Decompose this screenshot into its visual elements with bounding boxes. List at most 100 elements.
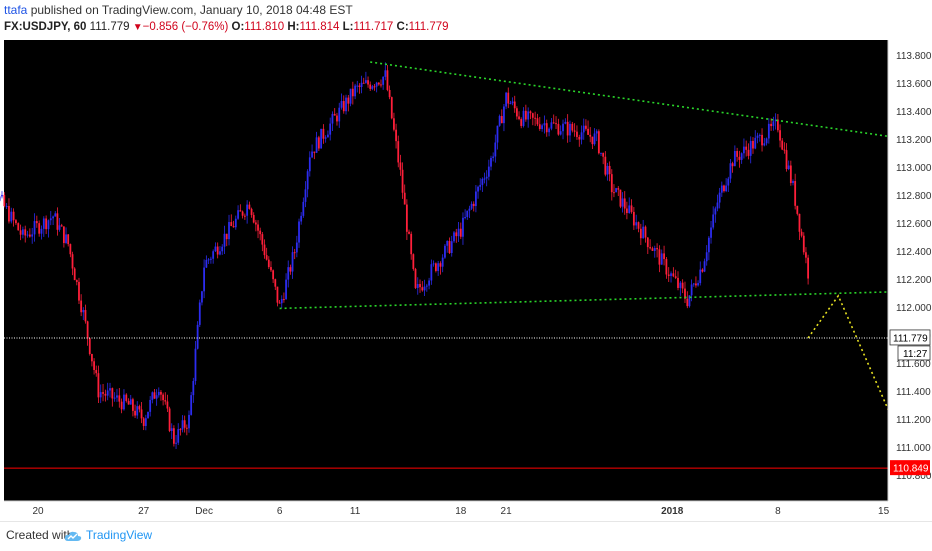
- support-price-label: 110.849: [893, 464, 929, 475]
- open-label: O:: [231, 21, 245, 33]
- candle: [203, 259, 205, 299]
- candle: [276, 286, 279, 307]
- candle: [423, 279, 426, 296]
- candle: [351, 81, 354, 105]
- projection[interactable]: [807, 294, 915, 469]
- y-tick-label: 113.400: [896, 107, 932, 118]
- candle: [52, 215, 54, 226]
- candle: [291, 246, 294, 279]
- candle: [239, 204, 242, 212]
- candle: [642, 219, 645, 239]
- plot-area[interactable]: [4, 40, 888, 501]
- candle: [196, 321, 199, 350]
- candle: [243, 213, 246, 220]
- x-tick-label: 20: [32, 506, 44, 517]
- candle: [720, 181, 723, 197]
- candle: [401, 162, 404, 199]
- candle: [225, 233, 228, 247]
- candle: [315, 131, 318, 153]
- candle: [338, 102, 341, 128]
- candle: [644, 225, 647, 243]
- candle: [155, 389, 158, 406]
- candle: [254, 219, 257, 232]
- candle: [505, 91, 507, 110]
- candle: [667, 267, 670, 282]
- candle: [745, 140, 748, 157]
- countdown-label: 11:27: [903, 349, 928, 360]
- price-change: −0.856 (−0.76%): [142, 21, 229, 33]
- candle: [270, 261, 272, 272]
- lower-trendline[interactable]: [279, 289, 932, 310]
- candle: [324, 135, 327, 143]
- candle: [285, 273, 287, 300]
- upper-trendline[interactable]: [370, 61, 932, 153]
- candle: [183, 415, 186, 433]
- candle: [73, 267, 76, 281]
- candle: [84, 304, 87, 324]
- candle: [635, 214, 638, 230]
- tradingview-brand-link[interactable]: TradingView: [86, 528, 153, 542]
- x-tick-label: 6: [277, 506, 283, 517]
- candle: [617, 186, 620, 197]
- candle: [362, 77, 365, 84]
- candle: [686, 291, 689, 309]
- candle: [483, 172, 486, 184]
- candle: [230, 214, 233, 227]
- ohlc-legend: FX:USDJPY, 60 111.779 ▼−0.856 (−0.76%) O…: [4, 21, 449, 33]
- candle: [690, 279, 693, 302]
- candle: [524, 104, 527, 122]
- candle: [274, 278, 277, 291]
- candle: [354, 83, 356, 100]
- candle: [320, 128, 323, 149]
- candle: [802, 232, 805, 255]
- candle: [656, 243, 658, 258]
- candle: [593, 128, 596, 146]
- candle: [298, 218, 300, 248]
- drawings-group: [4, 61, 932, 469]
- candle: [763, 137, 766, 147]
- down-triangle-icon: ▼: [132, 22, 143, 33]
- candle: [173, 425, 175, 447]
- candle: [615, 187, 618, 193]
- price-chart[interactable]: 113.800 113.600 113.400 113.200 113.000 112.8…: [0, 0, 932, 521]
- candle: [313, 151, 316, 160]
- candle: [380, 79, 382, 88]
- y-tick-label: 113.600: [896, 79, 932, 90]
- candle: [257, 220, 259, 239]
- x-tick-label: Dec: [195, 506, 213, 517]
- tradingview-cloud-icon[interactable]: [64, 529, 82, 543]
- candle: [261, 231, 264, 252]
- candle: [322, 124, 325, 144]
- candle: [498, 114, 501, 127]
- candle: [340, 93, 343, 110]
- candle: [582, 118, 585, 140]
- footer-bar: Created with TradingView: [0, 521, 932, 551]
- author-link[interactable]: ttafa: [4, 3, 28, 17]
- candle: [761, 128, 763, 152]
- candle: [408, 229, 410, 235]
- candle: [692, 282, 695, 287]
- x-tick-label: 8: [775, 506, 781, 517]
- candle: [118, 387, 121, 408]
- candle: [382, 76, 385, 90]
- candle: [589, 127, 592, 143]
- time-axis[interactable]: 2027Dec6111821201881522: [32, 506, 932, 517]
- candle: [102, 383, 104, 402]
- candle: [602, 152, 605, 165]
- candle: [543, 115, 546, 134]
- candle: [555, 116, 557, 129]
- symbol-interval[interactable]: FX:USDJPY, 60: [4, 21, 87, 33]
- candle: [280, 295, 283, 308]
- candle: [783, 142, 786, 154]
- candle: [626, 201, 628, 220]
- candle: [531, 112, 534, 126]
- candle: [120, 398, 123, 414]
- candle: [35, 215, 38, 228]
- price-axis[interactable]: 113.800 113.600 113.400 113.200 113.000 112.8…: [896, 51, 932, 482]
- candle: [441, 254, 444, 273]
- candle: [703, 258, 706, 273]
- candle: [772, 116, 775, 131]
- candle: [386, 64, 389, 92]
- candle: [450, 235, 453, 257]
- candle: [22, 226, 24, 239]
